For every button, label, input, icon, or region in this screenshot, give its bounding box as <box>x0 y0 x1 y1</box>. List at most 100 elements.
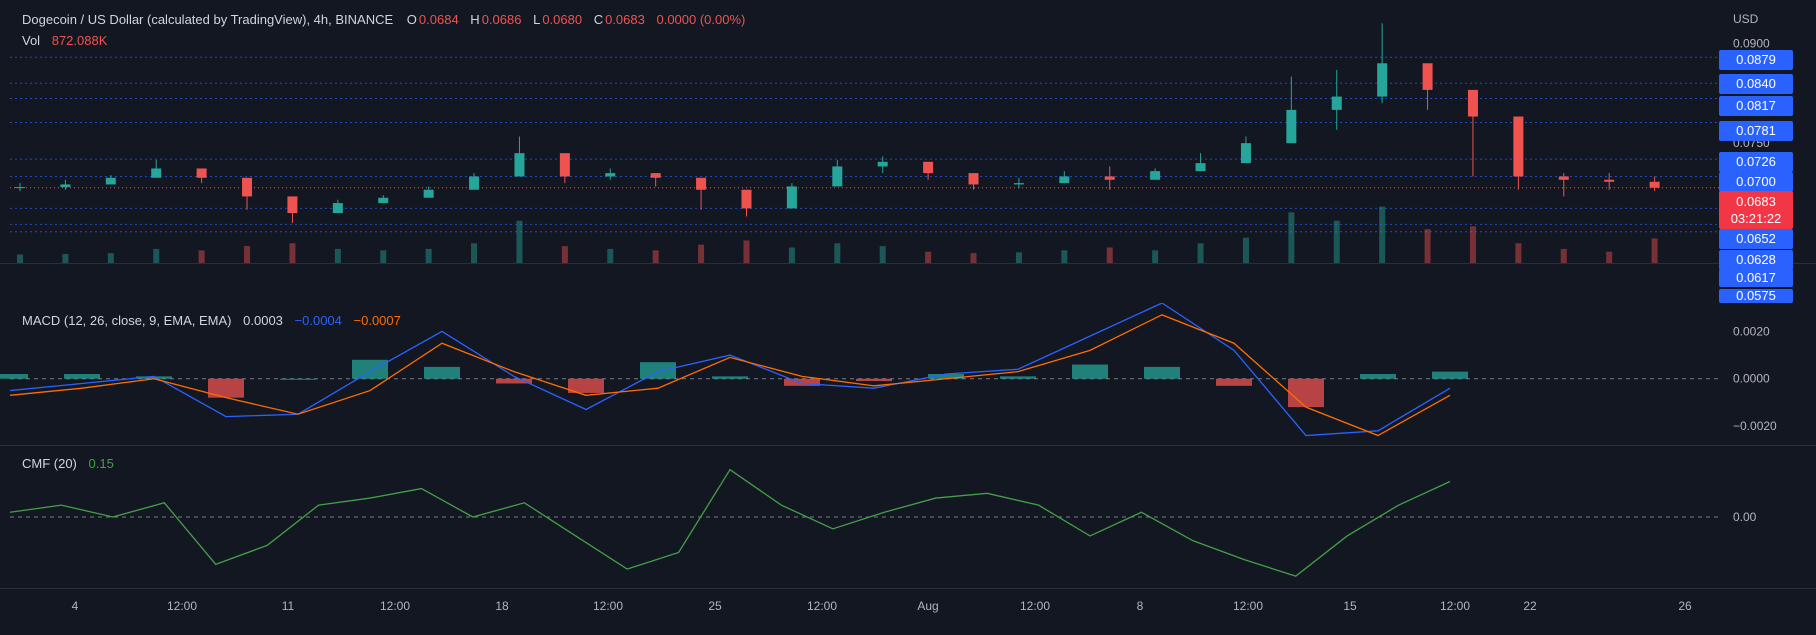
candle-body <box>968 173 979 185</box>
macd-chart[interactable]: 0.0020 0.0000 −0.0020 <box>0 303 1816 445</box>
candle-body <box>242 177 253 197</box>
candle-body <box>1195 163 1206 172</box>
time-axis-labels: 4 12:00 11 12:00 18 12:00 25 12:00 Aug 12:00 8 12:0… <box>72 599 1692 613</box>
macd-axis-tick: −0.0020 <box>1733 419 1777 433</box>
volume-bar <box>107 253 114 263</box>
cmf-chart[interactable]: 0.00 <box>0 446 1816 588</box>
volume-bar <box>1061 250 1068 263</box>
volume-bar <box>1288 212 1295 263</box>
candle-body <box>650 173 661 178</box>
macd-axis-tick: 0.0020 <box>1733 324 1770 338</box>
c-value: 0.0683 <box>605 12 645 27</box>
macd-histogram-bar <box>1360 374 1396 379</box>
time-axis-tick: 4 <box>72 599 79 613</box>
candle-body <box>378 197 389 204</box>
macd-histogram-bar <box>1144 366 1180 379</box>
volume-bar <box>1469 226 1476 263</box>
macd-histogram-bar <box>712 376 748 379</box>
volume-bar <box>1424 229 1431 263</box>
candle-body <box>923 161 934 174</box>
price-tag-0726: 0.0726 <box>1719 152 1793 172</box>
candle-body <box>696 177 707 190</box>
time-axis-tick: 12:00 <box>1440 599 1470 613</box>
macd-hist-value: 0.0003 <box>243 313 283 328</box>
candle-body <box>559 153 570 177</box>
o-value: 0.0684 <box>418 12 459 27</box>
current-price-tag: 0.0683 03:21:22 <box>1719 191 1793 229</box>
volume-bar <box>516 220 523 263</box>
time-axis-tick: 12:00 <box>807 599 837 613</box>
macd-pane[interactable]: 0.0020 0.0000 −0.0020 MACD (12, 26, close,… <box>0 303 1816 446</box>
candle-body <box>1104 176 1115 180</box>
macd-histogram-bar <box>136 376 172 379</box>
candle-body <box>605 173 616 177</box>
vol-label: Vol <box>22 33 41 48</box>
price-tag-0817: 0.0817 <box>1719 96 1793 116</box>
macd-histogram-bar <box>0 374 28 379</box>
cmf-legend: CMF (20) 0.15 <box>22 456 116 471</box>
price-tag-0575: 0.0575 <box>1719 289 1793 303</box>
volume-bar <box>380 250 387 263</box>
current-price-value: 0.0683 <box>1736 194 1776 209</box>
candle-body <box>423 189 434 198</box>
volume-bar <box>607 248 614 263</box>
time-axis-tick: 8 <box>1137 599 1144 613</box>
time-axis-tick: 12:00 <box>1233 599 1263 613</box>
volume-bar <box>925 251 932 263</box>
candle-body <box>786 186 797 209</box>
candle-body <box>1240 143 1251 164</box>
candle-body <box>1059 176 1070 184</box>
cmf-axis-tick: 0.00 <box>1733 510 1757 524</box>
volume-bar <box>62 253 69 263</box>
macd-histogram-bar <box>352 359 388 379</box>
time-axis-tick: 25 <box>708 599 722 613</box>
volume-bar <box>1015 252 1022 263</box>
volume-bar <box>334 248 341 263</box>
candle-body <box>1331 96 1342 110</box>
cmf-pane[interactable]: 0.00 CMF (20) 0.15 <box>0 446 1816 589</box>
candle-body <box>60 184 71 188</box>
price-tag-0840: 0.0840 <box>1719 74 1793 94</box>
macd-histogram-bar <box>208 378 244 398</box>
time-axis-tick: 12:00 <box>1020 599 1050 613</box>
symbol-title: Dogecoin / US Dollar (calculated by Trad… <box>22 12 394 27</box>
o-label: O <box>406 12 417 27</box>
vol-value: 872.088K <box>51 33 108 48</box>
volume-bar <box>743 240 750 263</box>
time-axis-tick: 12:00 <box>167 599 197 613</box>
volume-bar <box>244 246 251 263</box>
price-tag-0617: 0.0617 <box>1719 269 1793 287</box>
price-tag-0781: 0.0781 <box>1719 121 1793 141</box>
candle-body <box>1513 116 1524 177</box>
macd-histogram-bar <box>1432 371 1468 379</box>
candle-body <box>1150 171 1161 180</box>
time-axis-tick: 18 <box>495 599 509 613</box>
candle-body <box>1013 183 1024 185</box>
price-tag-0652: 0.0652 <box>1719 229 1793 249</box>
currency-label: USD <box>1733 12 1759 26</box>
macd-histogram-bar <box>1000 376 1036 379</box>
volume-bar <box>198 250 205 263</box>
h-label: H <box>470 12 480 27</box>
volume-bar <box>1197 243 1204 263</box>
volume-bar <box>471 243 478 263</box>
candle-body <box>105 177 116 185</box>
time-axis-tick: 11 <box>282 599 295 613</box>
volume-bar <box>17 254 23 263</box>
candle-body <box>196 168 207 178</box>
volume-bar <box>153 248 160 263</box>
candle-body <box>151 168 162 178</box>
candle-body <box>15 187 25 189</box>
macd-histogram-bar <box>568 378 604 393</box>
signal-line <box>9 314 1451 437</box>
macd-legend: MACD (12, 26, close, 9, EMA, EMA) 0.0003… <box>22 313 403 328</box>
change-value: 0.0000 (0.00%) <box>656 12 746 27</box>
volume-bar <box>289 243 296 263</box>
time-axis-tick: 26 <box>1678 599 1692 613</box>
time-axis[interactable]: 4 12:00 11 12:00 18 12:00 25 12:00 Aug 12:00 8 12:0… <box>0 588 1816 635</box>
time-axis-tick: 12:00 <box>380 599 410 613</box>
macd-histogram-bar <box>856 378 892 382</box>
l-value: 0.0680 <box>542 12 583 27</box>
